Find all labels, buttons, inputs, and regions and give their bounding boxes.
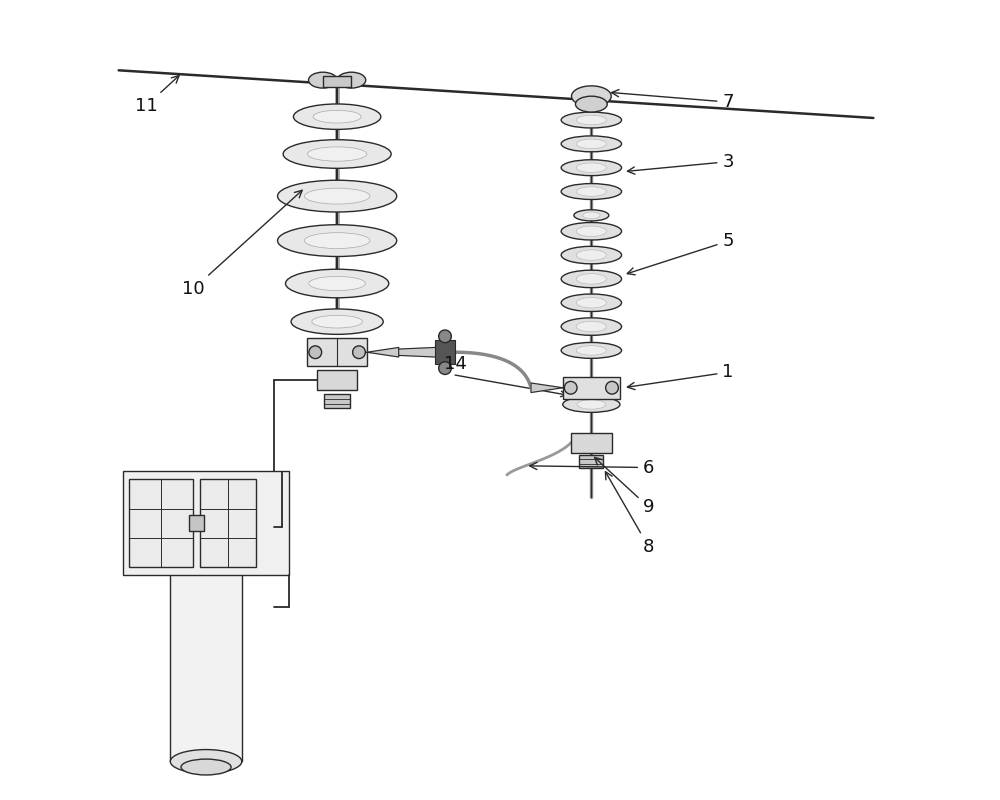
Ellipse shape — [576, 346, 606, 355]
Bar — [323, 76, 351, 87]
Bar — [435, 340, 455, 364]
Ellipse shape — [561, 222, 622, 240]
Bar — [579, 455, 603, 468]
Ellipse shape — [353, 346, 365, 358]
Bar — [317, 370, 357, 390]
Polygon shape — [531, 383, 563, 393]
Bar — [200, 479, 256, 567]
Ellipse shape — [312, 315, 362, 328]
Ellipse shape — [576, 163, 606, 173]
Ellipse shape — [561, 294, 622, 311]
Polygon shape — [367, 347, 399, 357]
Ellipse shape — [576, 274, 606, 284]
Ellipse shape — [309, 346, 322, 358]
Ellipse shape — [576, 226, 606, 237]
Bar — [571, 433, 612, 453]
Ellipse shape — [561, 270, 622, 288]
Ellipse shape — [574, 210, 609, 221]
Ellipse shape — [572, 86, 611, 106]
Text: 10: 10 — [182, 190, 302, 298]
Ellipse shape — [181, 759, 231, 775]
Ellipse shape — [575, 96, 607, 112]
Ellipse shape — [291, 309, 383, 334]
Bar — [129, 479, 193, 567]
Ellipse shape — [309, 72, 337, 88]
Ellipse shape — [278, 225, 397, 257]
Ellipse shape — [576, 115, 606, 125]
Ellipse shape — [561, 342, 622, 358]
Bar — [123, 471, 289, 574]
Bar — [324, 394, 350, 408]
Bar — [170, 559, 242, 762]
Ellipse shape — [563, 397, 620, 412]
Ellipse shape — [309, 276, 366, 290]
Text: 11: 11 — [135, 76, 179, 115]
Ellipse shape — [307, 147, 367, 161]
Ellipse shape — [313, 110, 361, 123]
Ellipse shape — [577, 400, 606, 409]
Ellipse shape — [576, 322, 606, 332]
Ellipse shape — [439, 362, 451, 374]
Ellipse shape — [304, 188, 370, 204]
Polygon shape — [399, 347, 435, 357]
Ellipse shape — [278, 180, 397, 212]
Text: 5: 5 — [627, 232, 734, 275]
Ellipse shape — [606, 382, 618, 394]
Ellipse shape — [576, 298, 606, 308]
Ellipse shape — [583, 212, 600, 218]
Ellipse shape — [304, 233, 370, 249]
Text: 6: 6 — [530, 458, 654, 477]
Ellipse shape — [170, 545, 242, 573]
Ellipse shape — [561, 318, 622, 335]
Ellipse shape — [561, 246, 622, 264]
Bar — [307, 338, 367, 366]
Ellipse shape — [561, 160, 622, 176]
Ellipse shape — [293, 104, 381, 130]
Ellipse shape — [564, 382, 577, 394]
Ellipse shape — [576, 186, 606, 196]
Text: 14: 14 — [444, 355, 467, 374]
Ellipse shape — [576, 139, 606, 149]
Bar — [189, 515, 204, 531]
Text: 9: 9 — [595, 458, 655, 516]
Text: 7: 7 — [612, 90, 734, 111]
Ellipse shape — [561, 112, 622, 128]
Bar — [563, 377, 620, 399]
Ellipse shape — [439, 330, 451, 342]
Ellipse shape — [283, 140, 391, 168]
Ellipse shape — [170, 750, 242, 774]
Text: 3: 3 — [627, 153, 734, 174]
Text: 1: 1 — [627, 363, 734, 390]
Ellipse shape — [576, 250, 606, 260]
Ellipse shape — [561, 136, 622, 152]
Ellipse shape — [561, 183, 622, 199]
Text: 8: 8 — [605, 472, 654, 556]
Ellipse shape — [286, 270, 389, 298]
Ellipse shape — [337, 72, 366, 88]
